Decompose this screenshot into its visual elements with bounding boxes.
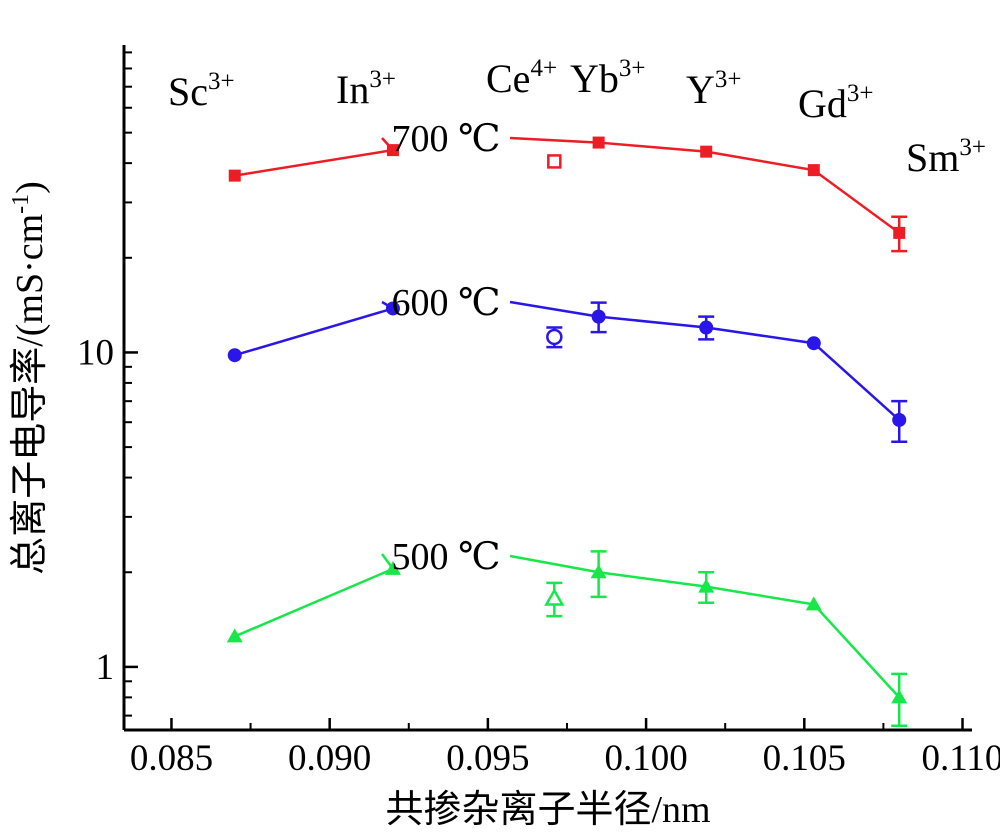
data-point [227, 348, 242, 363]
data-point [891, 689, 908, 704]
series-label: 600 ℃ [391, 282, 500, 324]
series-label-lead [509, 554, 599, 574]
series-label-lead [509, 300, 599, 318]
dopant-symbol: In [336, 67, 369, 112]
dopant-label: Y3+ [686, 66, 742, 112]
data-point [591, 309, 606, 324]
data-point [700, 145, 713, 158]
open-point [546, 328, 563, 346]
dopant-label: Sc3+ [168, 68, 235, 114]
series-line-segment [234, 307, 394, 357]
x-tick-label: 0.110 [922, 738, 1000, 779]
y-tick-label: 10 [77, 332, 114, 373]
y-axis-title-end: ) [9, 181, 51, 194]
dopant-symbol: Yb [570, 56, 619, 101]
series-label: 500 ℃ [391, 536, 500, 578]
data-point [592, 136, 605, 149]
x-tick-label: 0.100 [604, 738, 687, 779]
data-point [806, 336, 821, 351]
dopant-symbol: Gd [798, 81, 847, 126]
x-tick-label: 0.105 [763, 738, 846, 779]
x-tick-label: 0.095 [446, 738, 529, 779]
dopant-charge: 3+ [208, 68, 235, 95]
data-point [698, 578, 715, 593]
series-line [598, 571, 901, 699]
dopant-label: Sm3+ [906, 134, 986, 180]
dopant-symbol: Y [686, 67, 715, 112]
data-point [590, 564, 607, 579]
dopant-symbol: Sc [168, 69, 208, 114]
data-point [228, 169, 241, 182]
data-point [805, 596, 822, 611]
series-layer [226, 136, 908, 727]
data-point [699, 320, 714, 335]
series-line-segment [234, 567, 394, 638]
x-tick-label: 0.085 [130, 738, 213, 779]
dopant-label: Gd3+ [798, 80, 874, 126]
data-point [386, 144, 399, 157]
dopant-charge: 3+ [959, 134, 986, 161]
y-tick-label: 1 [96, 647, 115, 688]
labels-layer: 共掺杂离子半径/nm 总离子电导率/(mS·cm-1)Sc3+ In3+ Ce4+ Y… [8, 55, 986, 831]
data-point [226, 628, 243, 643]
series-line-segment [234, 148, 394, 177]
data-point [893, 226, 906, 239]
dopant-label: In3+ [336, 66, 396, 112]
y-axis-title-sup: -1 [8, 194, 34, 214]
series-label-lead [509, 136, 599, 144]
x-tick-label: 0.090 [288, 738, 371, 779]
y-axis-title: 总离子电导率/(mS·cm-1) [8, 181, 51, 575]
dopant-charge: 3+ [715, 66, 742, 93]
open-point [544, 587, 565, 606]
x-axis-title: 共掺杂离子半径/nm [385, 789, 710, 831]
axes: 0.085 0.090 0.095 0.100 0.105 0.110 1 10 [77, 45, 1000, 779]
dopant-label: Ce4+ [486, 55, 557, 101]
y-axis-title-main: 总离子电导率/(mS·cm [9, 214, 51, 575]
data-point [385, 301, 400, 316]
dopant-symbol: Ce [486, 56, 530, 101]
dopant-label: Yb3+ [570, 55, 646, 101]
series-label: 700 ℃ [391, 118, 500, 160]
dopant-symbol: Sm [906, 135, 959, 180]
data-point [384, 560, 401, 575]
data-point [892, 412, 907, 427]
series-line [598, 315, 901, 421]
data-point [807, 164, 820, 177]
dopant-charge: 3+ [369, 66, 396, 93]
dopant-charge: 3+ [619, 55, 646, 82]
dopant-charge: 3+ [847, 80, 874, 107]
series-line [598, 141, 900, 234]
open-point [547, 154, 562, 169]
dopant-charge: 4+ [530, 55, 557, 82]
